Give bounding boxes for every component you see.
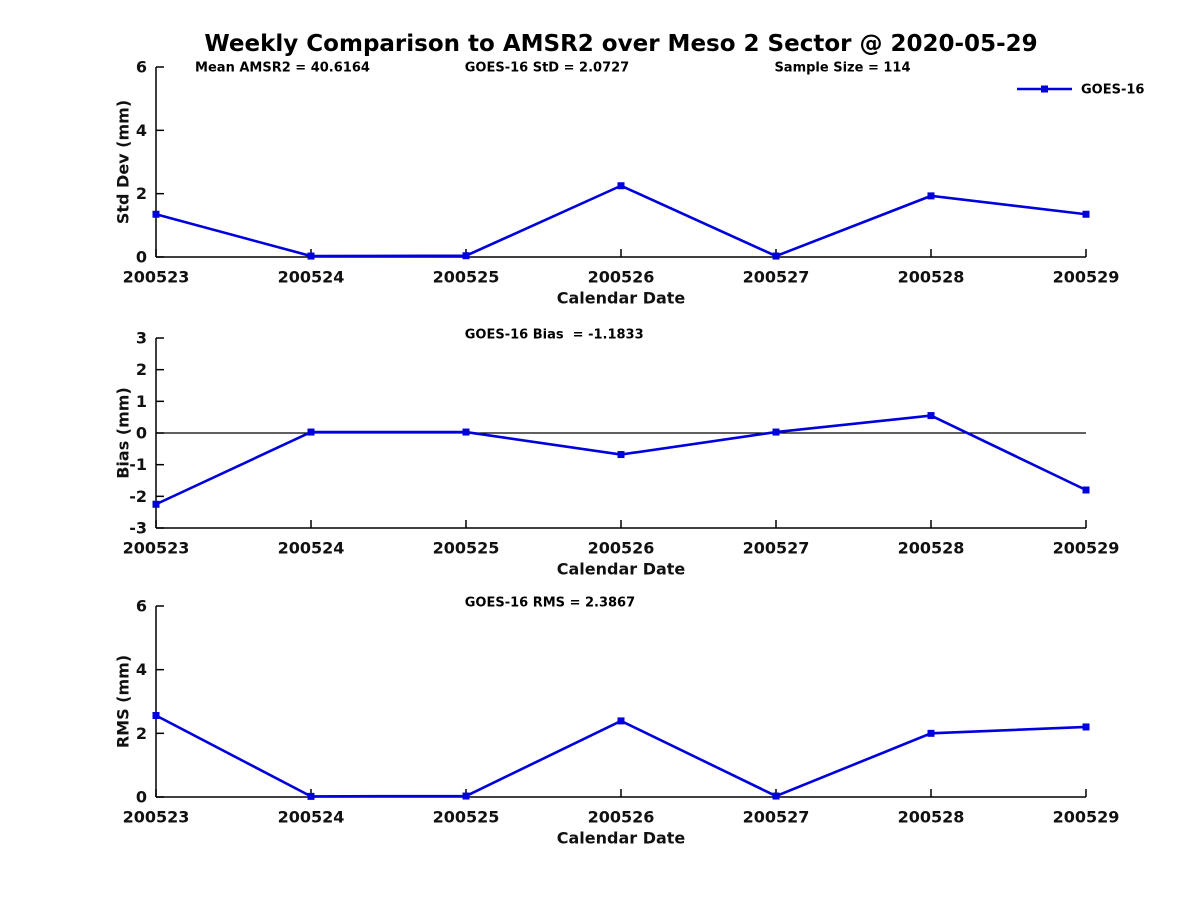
rms-marker-200524 xyxy=(307,792,315,800)
rms-y-tick-label: 6 xyxy=(136,597,147,616)
bias-y-tick-label: 0 xyxy=(136,424,147,443)
rms-marker-200527 xyxy=(772,792,780,800)
figure-title: Weekly Comparison to AMSR2 over Meso 2 S… xyxy=(204,31,1038,57)
std-dev-y-tick-label: 4 xyxy=(136,121,147,140)
rms-marker-200525 xyxy=(462,792,470,800)
bias-y-axis-label: Bias (mm) xyxy=(114,387,133,479)
bias-annotation: GOES-16 Bias = -1.1833 xyxy=(465,328,644,343)
std-dev-marker-200527 xyxy=(772,252,780,260)
rms-annotation: GOES-16 RMS = 2.3867 xyxy=(465,596,635,611)
bias-marker-200526 xyxy=(617,451,625,459)
bias-y-tick-label: 2 xyxy=(136,360,147,379)
bias-marker-200524 xyxy=(307,428,315,436)
legend: GOES-16 xyxy=(1017,83,1144,98)
bias-series-line xyxy=(155,414,1087,506)
rms-y-tick-label: 4 xyxy=(136,660,147,679)
std-dev-x-tick-label: 200525 xyxy=(433,268,500,287)
std-dev-y-tick-label: 2 xyxy=(136,184,147,203)
std-dev-annotation: Mean AMSR2 = 40.6164 xyxy=(195,61,370,76)
std-dev-marker-200526 xyxy=(617,182,625,190)
rms-marker-200523 xyxy=(152,712,160,720)
std-dev-marker-200524 xyxy=(307,252,315,260)
rms-x-tick-label: 200525 xyxy=(433,808,500,827)
subplot-rms: 0 2 4 6 200523 200524 200525 200526 200527 200528… xyxy=(114,596,1120,848)
rms-x-axis-label: Calendar Date xyxy=(557,829,686,848)
std-dev-series-line xyxy=(155,184,1087,258)
rms-x-tick-label: 200526 xyxy=(588,808,655,827)
std-dev-marker-200523 xyxy=(152,210,160,218)
std-dev-x-tick-label: 200529 xyxy=(1053,268,1120,287)
bias-x-tick-label: 200529 xyxy=(1053,539,1120,558)
std-dev-annotation: Sample Size = 114 xyxy=(774,61,910,76)
bias-y-tick-label: -3 xyxy=(129,519,147,538)
bias-marker-200527 xyxy=(772,428,780,436)
std-dev-marker-200529 xyxy=(1082,210,1090,218)
rms-x-tick-label: 200527 xyxy=(743,808,810,827)
std-dev-x-tick-label: 200523 xyxy=(123,268,190,287)
bias-x-axis-label: Calendar Date xyxy=(557,560,686,579)
std-dev-y-axis-label: Std Dev (mm) xyxy=(114,100,133,224)
legend-label: GOES-16 xyxy=(1081,83,1144,98)
bias-y-tick-label: 3 xyxy=(136,329,147,348)
bias-y-tick-label: -1 xyxy=(129,455,147,474)
std-dev-marker-200528 xyxy=(927,192,935,200)
rms-series-line xyxy=(155,714,1087,798)
rms-marker-200529 xyxy=(1082,723,1090,731)
bias-x-tick-label: 200525 xyxy=(433,539,500,558)
bias-x-tick-label: 200523 xyxy=(123,539,190,558)
bias-marker-200528 xyxy=(927,412,935,420)
bias-x-tick-label: 200528 xyxy=(898,539,965,558)
std-dev-x-axis-label: Calendar Date xyxy=(557,289,686,308)
bias-marker-200525 xyxy=(462,428,470,436)
rms-marker-200528 xyxy=(927,729,935,737)
rms-x-tick-label: 200523 xyxy=(123,808,190,827)
std-dev-y-tick-label: 0 xyxy=(136,248,147,267)
std-dev-x-tick-label: 200528 xyxy=(898,268,965,287)
rms-y-axis-label: RMS (mm) xyxy=(114,655,133,748)
std-dev-x-tick-label: 200524 xyxy=(278,268,345,287)
rms-x-tick-label: 200528 xyxy=(898,808,965,827)
rms-y-tick-label: 2 xyxy=(136,724,147,743)
rms-y-tick-label: 0 xyxy=(136,788,147,807)
rms-x-tick-label: 200524 xyxy=(278,808,345,827)
legend-marker-sample xyxy=(1041,85,1048,93)
bias-x-tick-label: 200524 xyxy=(278,539,345,558)
std-dev-annotation: GOES-16 StD = 2.0727 xyxy=(465,61,629,76)
bias-y-tick-label: -2 xyxy=(129,487,147,506)
rms-marker-200526 xyxy=(617,717,625,725)
rms-x-tick-label: 200529 xyxy=(1053,808,1120,827)
std-dev-x-tick-label: 200527 xyxy=(743,268,810,287)
bias-x-tick-label: 200527 xyxy=(743,539,810,558)
subplot-std-dev: 0 2 4 6 200523 200524 200525 200526 200527 200528… xyxy=(114,58,1145,308)
bias-marker-200523 xyxy=(152,500,160,508)
bias-marker-200529 xyxy=(1082,486,1090,494)
std-dev-y-tick-label: 6 xyxy=(136,58,147,77)
std-dev-x-tick-label: 200526 xyxy=(588,268,655,287)
std-dev-marker-200525 xyxy=(462,252,470,260)
bias-x-tick-label: 200526 xyxy=(588,539,655,558)
bias-y-tick-label: 1 xyxy=(136,392,147,411)
